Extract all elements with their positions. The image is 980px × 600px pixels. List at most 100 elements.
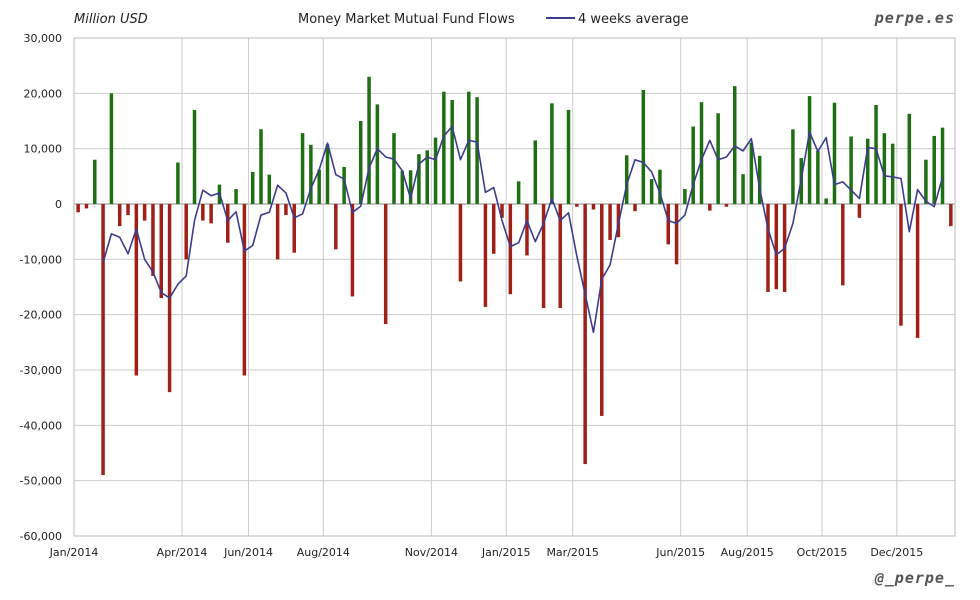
bar-inflow [259, 129, 263, 204]
bar-inflow [533, 140, 538, 204]
bar-outflow [857, 204, 862, 218]
y-tick-label: 20,000 [24, 87, 63, 100]
bar-inflow [649, 179, 654, 204]
y-tick-label: 30,000 [24, 32, 63, 45]
bar-inflow [109, 93, 114, 204]
bar-inflow [691, 126, 695, 204]
bar-outflow [101, 204, 105, 476]
bar-outflow [76, 204, 80, 213]
bar-outflow [766, 204, 770, 292]
bar-outflow [508, 204, 513, 295]
bar-inflow [234, 189, 238, 204]
x-tick-label: Jun/2015 [655, 546, 705, 559]
y-axis: 30,000 20,000 10,000 0 -10,000 -20,000 -30,000… [20, 32, 62, 543]
x-tick-label: Nov/2014 [405, 546, 458, 559]
bar-inflow [924, 159, 928, 204]
bar-inflow [865, 138, 870, 204]
y-tick-label: 10,000 [24, 143, 63, 156]
bar-inflow [267, 174, 272, 204]
bar-inflow [791, 129, 795, 204]
bar-inflow [550, 103, 554, 204]
bar-inflow [807, 96, 812, 204]
y-tick-label: 0 [55, 198, 62, 211]
x-tick-label: Aug/2014 [297, 546, 350, 559]
bar-outflow [275, 204, 280, 260]
bar-outflow [201, 204, 205, 221]
y-tick-label: -50,000 [20, 475, 62, 488]
bar-outflow [159, 204, 164, 299]
bar-inflow [317, 169, 321, 204]
bar-inflow [192, 109, 197, 204]
bar-outflow [608, 204, 612, 240]
bar-outflow [458, 204, 463, 282]
bar-inflow [874, 104, 878, 204]
bar-outflow [126, 204, 130, 216]
x-tick-label: Oct/2015 [797, 546, 848, 559]
x-axis: Jan/2014 Apr/2014 Jun/2014 Aug/2014 Nov/2014… [49, 546, 924, 559]
unit-label: Million USD [74, 12, 148, 27]
bar-inflow [882, 133, 887, 204]
bar-inflow [442, 91, 446, 204]
y-tick-label: -10,000 [20, 253, 62, 266]
bar-inflow [907, 113, 912, 204]
x-tick-label: Mar/2015 [546, 546, 598, 559]
plot-frame [73, 37, 956, 537]
chart-title: Money Market Mutual Fund Flows [298, 12, 515, 27]
bar-inflow [816, 150, 820, 204]
bar-inflow [940, 127, 945, 204]
bar-inflow [733, 86, 737, 204]
bar-inflow [475, 97, 479, 204]
bar-inflow [375, 104, 380, 204]
bar-inflow [757, 155, 762, 204]
bar-outflow [491, 204, 496, 254]
bar-outflow [334, 204, 338, 250]
x-tick-label: Apr/2014 [157, 546, 208, 559]
x-tick-label: Jan/2014 [49, 546, 99, 559]
brand-label: perpe.es [874, 9, 955, 27]
bar-inflow [93, 159, 97, 204]
bar-outflow [600, 204, 604, 416]
bar-outflow [841, 204, 845, 286]
bar-inflow [566, 109, 571, 204]
bar-inflow [699, 102, 704, 204]
bar-inflow [392, 133, 396, 204]
bar-outflow [142, 204, 147, 221]
x-tick-label: Aug/2015 [721, 546, 774, 559]
bar-outflow [483, 204, 488, 307]
bar-inflow [624, 155, 629, 204]
author-handle: @_perpe_ [874, 569, 955, 587]
bar-inflow [417, 154, 421, 204]
x-tick-label: Jan/2015 [481, 546, 531, 559]
bar-outflow [134, 204, 139, 376]
bar-outflow [633, 204, 637, 212]
bar-outflow [666, 204, 670, 245]
bar-outflow [541, 204, 546, 309]
y-tick-label: -60,000 [20, 530, 62, 543]
bar-outflow [242, 204, 247, 376]
bar-outflow [117, 204, 122, 227]
bar-outflow [350, 204, 355, 297]
bar-outflow [915, 204, 920, 338]
bar-outflow [774, 204, 779, 290]
bar-inflow [309, 144, 313, 204]
bar-inflow [683, 189, 687, 204]
bar-inflow [641, 90, 646, 204]
average-line-series [102, 125, 944, 334]
bar-inflow [176, 162, 180, 204]
average-line [102, 125, 944, 334]
x-tick-label: Jun/2014 [223, 546, 273, 559]
bar-outflow [209, 204, 213, 224]
y-tick-label: -40,000 [20, 419, 62, 432]
bar-inflow [425, 150, 429, 204]
bar-inflow [890, 143, 895, 204]
bar-outflow [558, 204, 562, 309]
legend-label: 4 weeks average [578, 12, 689, 27]
bar-inflow [300, 133, 305, 204]
bar-inflow [250, 171, 255, 204]
bar-outflow [724, 204, 729, 207]
bar-outflow [226, 204, 230, 243]
bar-outflow [708, 204, 712, 211]
bar-outflow [949, 204, 953, 227]
bar-outflow [525, 204, 529, 256]
